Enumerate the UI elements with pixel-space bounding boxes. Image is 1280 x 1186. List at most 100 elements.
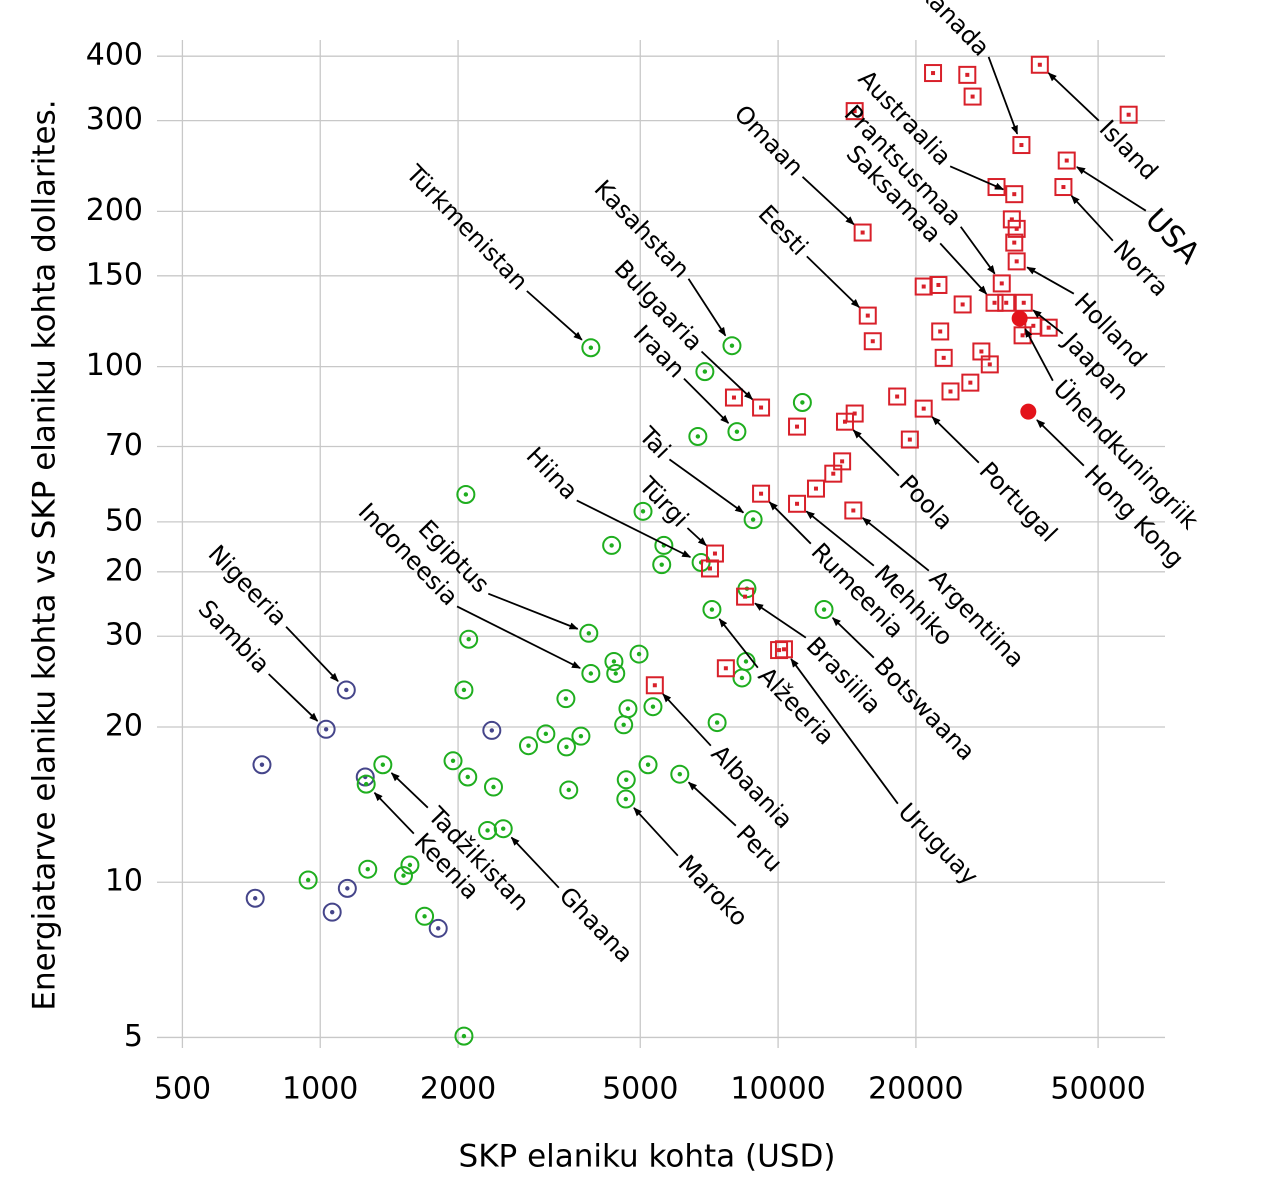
y-tick-label: 100 (86, 348, 143, 383)
point-dot (979, 349, 984, 354)
point-dot (992, 300, 997, 305)
point-dot (712, 551, 717, 556)
data-point (1011, 310, 1028, 327)
data-point (788, 494, 807, 513)
annotation-arrow (931, 416, 980, 464)
point-ring (356, 774, 376, 794)
annotation-arrow (862, 517, 930, 572)
point-dot (1020, 333, 1025, 338)
point-square (752, 398, 771, 417)
point-dot (1009, 217, 1014, 222)
point-dot (831, 471, 836, 476)
point-dot (842, 419, 847, 424)
data-point (997, 293, 1016, 312)
annotation-arrow (390, 772, 429, 809)
point-dot (921, 284, 926, 289)
data-point (602, 535, 622, 555)
point-dot (380, 762, 386, 767)
point-ring (456, 484, 476, 504)
annotation-arrow (852, 429, 900, 477)
point-dot (323, 727, 329, 732)
point-square (853, 223, 872, 242)
point-ring (727, 422, 747, 442)
point-dot (714, 720, 720, 725)
data-point (1005, 233, 1024, 252)
point-dot (636, 651, 642, 657)
point-dot (566, 787, 571, 793)
point-dot (645, 762, 651, 767)
point-ring (643, 697, 663, 717)
data-point (606, 664, 626, 684)
point-dot (750, 517, 756, 522)
point-dot (401, 873, 406, 878)
annotation-label: Island (1094, 115, 1164, 186)
point-square (1030, 55, 1049, 74)
point-square (806, 479, 825, 498)
point-dot (485, 828, 490, 833)
point-dot (729, 343, 735, 348)
point-ring (337, 878, 357, 898)
point-square (931, 322, 950, 341)
point-dot (1012, 192, 1017, 197)
y-tick-label: 400 (86, 38, 143, 73)
point-dot (252, 896, 258, 901)
point-dot (363, 781, 369, 787)
point-dot (1021, 300, 1026, 305)
point-ring (670, 764, 690, 784)
data-point (845, 102, 864, 121)
data-point (688, 426, 708, 446)
annotation-arrow (718, 618, 759, 669)
point-ring (252, 755, 272, 775)
point-ring (443, 751, 463, 771)
point-ring (604, 651, 624, 671)
point-ring (458, 767, 478, 787)
annotation-arrow (668, 458, 745, 514)
point-dot (652, 683, 657, 688)
point-square (1007, 219, 1026, 238)
data-point (298, 870, 318, 890)
point-square (1119, 105, 1138, 124)
point-ring (322, 902, 342, 922)
point-dot (941, 355, 946, 360)
annotation-arrow (686, 527, 707, 547)
annotation-arrow (768, 501, 812, 545)
point-fill (1020, 403, 1037, 420)
point-dot (659, 562, 664, 567)
annotation-label: Tai (633, 421, 676, 464)
point-dot (907, 437, 912, 442)
annotation-arrow (949, 165, 1005, 191)
data-point (336, 680, 356, 700)
point-ring (618, 699, 638, 719)
annotation-arrow (700, 350, 753, 400)
data-point (1014, 293, 1033, 312)
point-dot (968, 380, 973, 385)
point-square (914, 399, 933, 418)
point-square (924, 64, 943, 83)
data-point (914, 277, 933, 296)
point-square (835, 412, 854, 431)
point-dot (987, 362, 992, 367)
point-dot (463, 492, 469, 497)
point-dot (743, 594, 748, 599)
point-ring (616, 789, 636, 809)
point-dot (734, 429, 740, 434)
point-square (858, 306, 877, 325)
data-point (844, 501, 863, 520)
point-dot (624, 777, 629, 783)
data-point (752, 484, 771, 503)
y-tick-label: 300 (86, 102, 143, 137)
annotation-arrow (687, 781, 737, 827)
data-point (792, 392, 812, 412)
data-point (824, 464, 843, 483)
point-dot (948, 389, 953, 394)
data-point (934, 348, 953, 367)
point-ring (556, 689, 576, 709)
annotation-label: Botswaana (869, 652, 981, 766)
point-ring (483, 777, 503, 797)
data-point (963, 87, 982, 106)
data-point (929, 275, 948, 294)
point-square (1002, 210, 1021, 229)
data-point (727, 422, 747, 442)
point-square (934, 348, 953, 367)
